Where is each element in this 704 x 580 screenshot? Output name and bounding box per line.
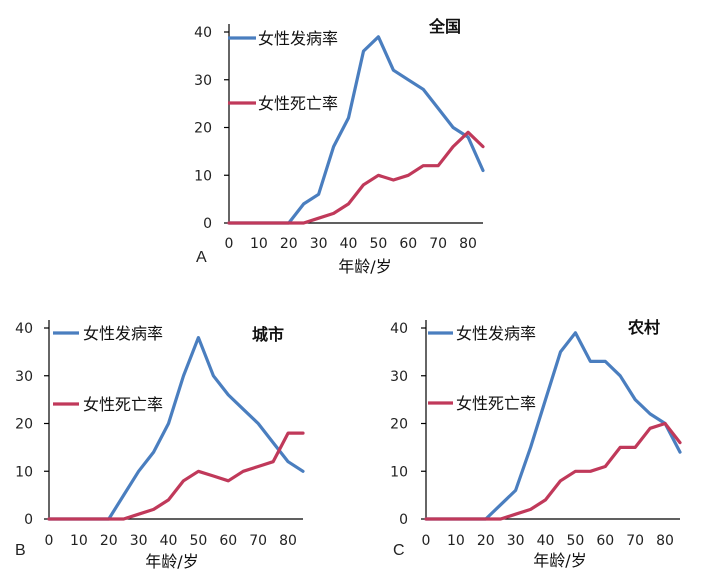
x-tick-label: 50 [189,533,207,549]
x-tick-label: 20 [477,533,495,549]
y-tick-label: 40 [15,321,33,337]
x-axis-label: 年龄/岁 [533,551,586,570]
x-tick-label: 60 [399,236,417,252]
x-tick-label: 50 [369,236,387,252]
legend-label: 女性发病率 [258,29,338,48]
x-tick-label: 80 [656,533,674,549]
y-tick-label: 20 [194,121,212,137]
x-tick-label: 40 [340,236,358,252]
panel-letter: C [393,542,405,559]
x-tick-label: 30 [310,236,328,252]
panel-letter: A [196,249,207,266]
x-axis-label: 年龄/岁 [338,257,391,276]
x-tick-label: 0 [45,533,54,549]
series-line-mortality [424,421,682,521]
y-tick-label: 20 [390,417,408,433]
x-tick-label: 30 [507,533,525,549]
y-tick-label: 0 [203,216,212,232]
x-tick-label: 30 [130,533,148,549]
chart-title: 全国 [428,17,461,36]
series-line-mortality [227,130,485,225]
x-tick-label: 10 [250,236,268,252]
y-tick-label: 10 [15,464,33,480]
y-tick-label: 10 [390,464,408,480]
legend-label: 女性死亡率 [83,395,163,414]
legend-label: 女性死亡率 [258,94,338,113]
x-tick-label: 70 [249,533,267,549]
y-tick-label: 20 [15,417,33,433]
y-tick-label: 30 [15,369,33,385]
x-tick-label: 80 [279,533,297,549]
y-tick-label: 10 [194,168,212,184]
x-axis-label: 年龄/岁 [145,552,198,571]
x-tick-label: 40 [537,533,555,549]
legend-label: 女性死亡率 [456,394,536,413]
x-tick-label: 0 [422,533,431,549]
x-tick-label: 60 [596,533,614,549]
x-tick-label: 10 [447,533,465,549]
x-tick-label: 70 [626,533,644,549]
chart-title: 城市 [252,325,284,344]
x-tick-label: 10 [70,533,88,549]
x-tick-label: 50 [566,533,584,549]
x-tick-label: 80 [459,236,477,252]
legend-label: 女性发病率 [83,324,163,343]
x-tick-label: 20 [280,236,298,252]
legend-label: 女性发病率 [456,324,536,343]
y-tick-label: 30 [194,73,212,89]
series-line-mortality [47,431,305,521]
chart-title: 农村 [627,318,660,337]
x-tick-label: 70 [429,236,447,252]
y-tick-label: 40 [194,25,212,41]
x-tick-label: 0 [225,236,234,252]
x-tick-label: 60 [219,533,237,549]
y-tick-label: 0 [399,512,408,528]
panel-letter: B [15,542,26,559]
y-tick-label: 0 [24,512,33,528]
y-tick-label: 40 [390,321,408,337]
y-tick-label: 30 [390,369,408,385]
x-tick-label: 20 [100,533,118,549]
x-tick-label: 40 [160,533,178,549]
